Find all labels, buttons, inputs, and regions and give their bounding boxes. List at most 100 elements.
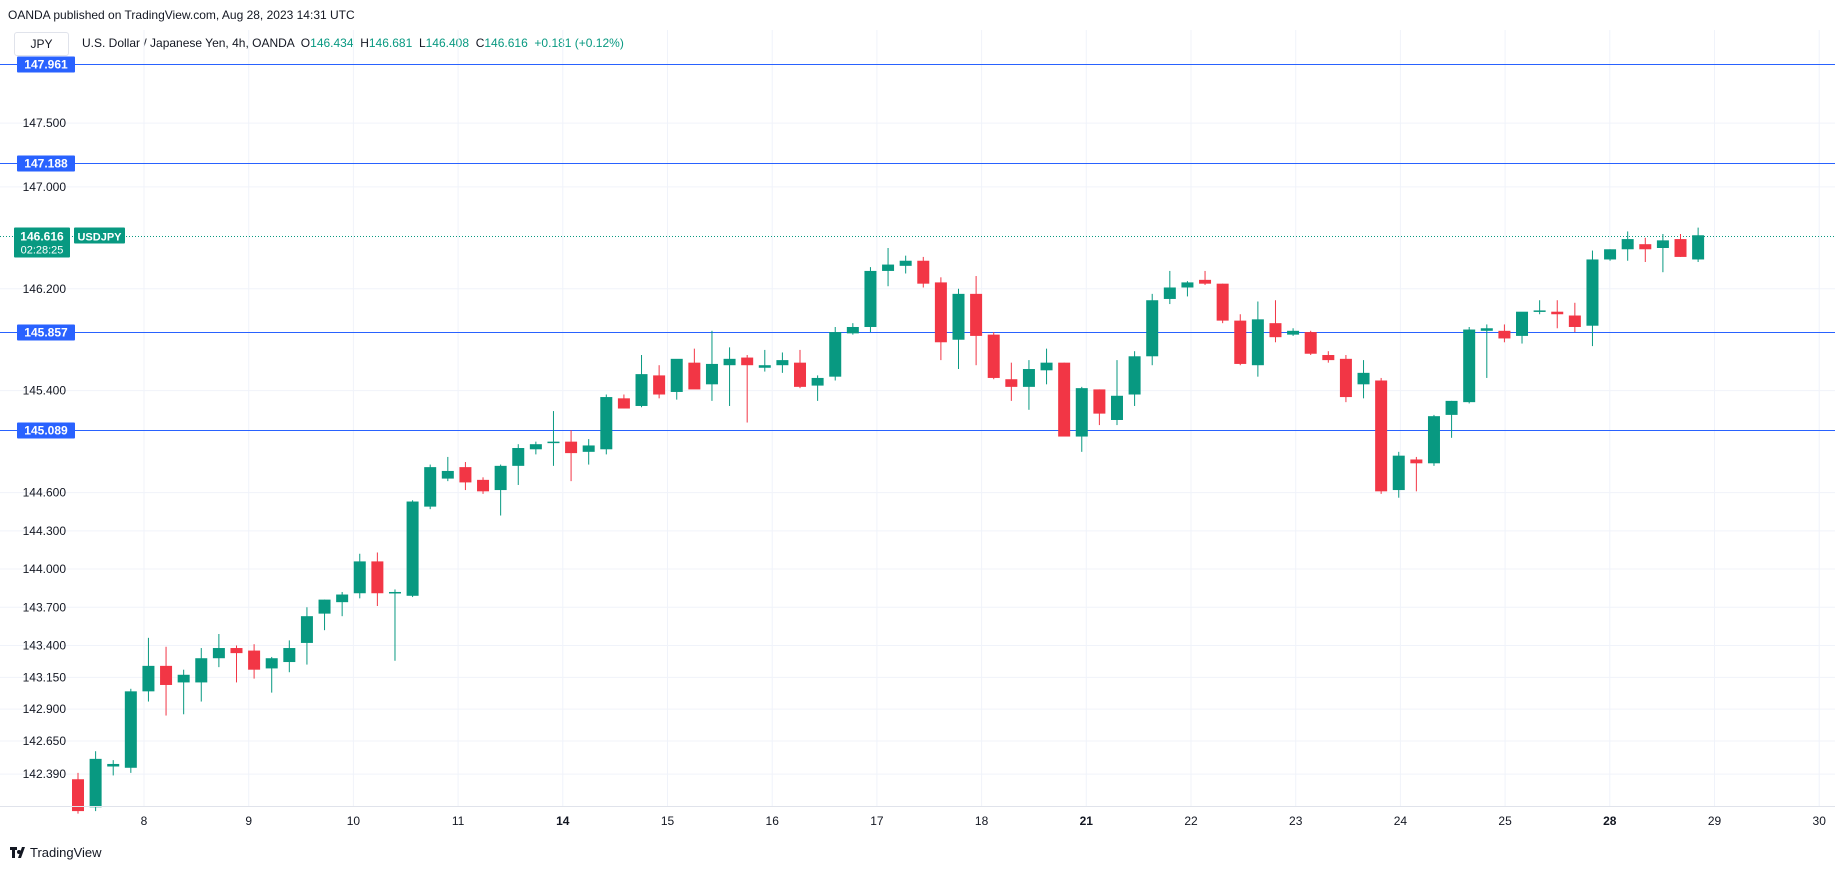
candle-body bbox=[1251, 319, 1264, 366]
candle-body bbox=[1287, 330, 1300, 335]
candle bbox=[1604, 249, 1617, 261]
candle-body bbox=[1639, 244, 1652, 250]
level-price-badge bbox=[17, 422, 75, 439]
candle-body bbox=[600, 397, 613, 450]
candle-body bbox=[512, 448, 525, 466]
time-axis-label: 8 bbox=[141, 814, 148, 828]
candle-body bbox=[1445, 400, 1458, 415]
candle bbox=[512, 444, 525, 485]
level-price-text: 145.089 bbox=[24, 424, 68, 438]
time-axis-label: 15 bbox=[661, 814, 675, 828]
candle bbox=[635, 355, 648, 408]
candle-body bbox=[1234, 320, 1247, 364]
candle bbox=[688, 348, 701, 390]
candle-body bbox=[1516, 311, 1529, 336]
brand-name: TradingView bbox=[30, 845, 102, 860]
price-axis-label: 144.000 bbox=[23, 562, 67, 576]
level-price-badge bbox=[17, 324, 75, 341]
candle bbox=[1146, 293, 1159, 366]
candle bbox=[388, 589, 401, 661]
candle bbox=[459, 462, 472, 491]
candle bbox=[917, 256, 930, 288]
candle-body bbox=[212, 648, 225, 659]
candle-body bbox=[1075, 388, 1088, 437]
candle bbox=[318, 599, 331, 631]
candle-body bbox=[72, 779, 84, 812]
candle bbox=[107, 760, 120, 776]
time-axis-label: 25 bbox=[1498, 814, 1512, 828]
candle-body bbox=[441, 470, 454, 479]
candle-body bbox=[1040, 362, 1053, 371]
close-value: 146.616 bbox=[484, 36, 528, 50]
candle bbox=[829, 326, 842, 381]
candle bbox=[1234, 314, 1247, 366]
candle bbox=[1463, 326, 1476, 404]
candle-body bbox=[89, 758, 102, 808]
candle bbox=[1498, 324, 1511, 343]
candle-body bbox=[494, 465, 507, 491]
candle bbox=[1058, 362, 1071, 437]
candle-body bbox=[1533, 310, 1546, 312]
level-price-text: 147.961 bbox=[24, 58, 68, 72]
candle bbox=[758, 349, 771, 372]
candle-body bbox=[987, 334, 1000, 378]
candle bbox=[142, 637, 155, 702]
candle-body bbox=[741, 357, 754, 366]
candle bbox=[1075, 386, 1088, 452]
candle-body bbox=[1181, 282, 1194, 288]
candle bbox=[1216, 283, 1229, 324]
candle-body bbox=[934, 282, 947, 343]
candle bbox=[899, 255, 912, 274]
candle-body bbox=[1339, 358, 1352, 398]
symbol-selector[interactable]: JPY bbox=[14, 32, 69, 56]
candle-body bbox=[107, 763, 120, 767]
candle-body bbox=[230, 648, 243, 654]
candle bbox=[1093, 389, 1106, 426]
candles-layer bbox=[72, 227, 1705, 814]
candle bbox=[1639, 237, 1652, 263]
candle-body bbox=[723, 358, 736, 366]
open-value: 146.434 bbox=[310, 36, 354, 50]
brand-footer[interactable]: TradingView bbox=[10, 845, 102, 860]
candle bbox=[970, 276, 983, 366]
candle-body bbox=[318, 599, 331, 614]
candle bbox=[212, 634, 225, 668]
price-axis-label: 143.700 bbox=[23, 600, 67, 614]
candle bbox=[1692, 227, 1705, 263]
candle-body bbox=[1656, 240, 1669, 248]
instrument-title: U.S. Dollar / Japanese Yen, 4h, OANDA bbox=[82, 36, 295, 50]
candle-body bbox=[1480, 328, 1493, 331]
candle-body bbox=[124, 691, 137, 768]
candle-body bbox=[1093, 389, 1106, 414]
low-label: L bbox=[418, 36, 426, 50]
candle-body bbox=[1357, 372, 1370, 385]
candle bbox=[1128, 351, 1141, 406]
candle-body bbox=[371, 561, 384, 594]
candle bbox=[1586, 250, 1599, 347]
candle bbox=[1551, 300, 1564, 329]
candle-body bbox=[1375, 380, 1388, 492]
price-axis-label: 144.600 bbox=[23, 486, 67, 500]
time-axis-label: 9 bbox=[245, 814, 252, 828]
candle bbox=[987, 332, 1000, 380]
candle-body bbox=[653, 375, 666, 395]
candle-body bbox=[1216, 283, 1229, 321]
candle bbox=[72, 772, 84, 814]
time-axis-label: 22 bbox=[1184, 814, 1198, 828]
change-value: +0.181 (+0.12%) bbox=[534, 36, 624, 50]
candle-body bbox=[353, 561, 366, 594]
candle-body bbox=[195, 658, 208, 683]
candle bbox=[1375, 377, 1388, 494]
high-value: 146.681 bbox=[368, 36, 413, 50]
time-axis-label: 21 bbox=[1080, 814, 1094, 828]
time-axis-label: 28 bbox=[1603, 814, 1617, 828]
candle bbox=[776, 352, 789, 373]
time-axis-label: 17 bbox=[870, 814, 884, 828]
candle bbox=[371, 552, 384, 606]
price-axis-label: 147.000 bbox=[23, 180, 67, 194]
candle bbox=[846, 323, 859, 335]
time-axis-label: 10 bbox=[347, 814, 361, 828]
candle-body bbox=[635, 374, 648, 406]
candle bbox=[934, 277, 947, 361]
